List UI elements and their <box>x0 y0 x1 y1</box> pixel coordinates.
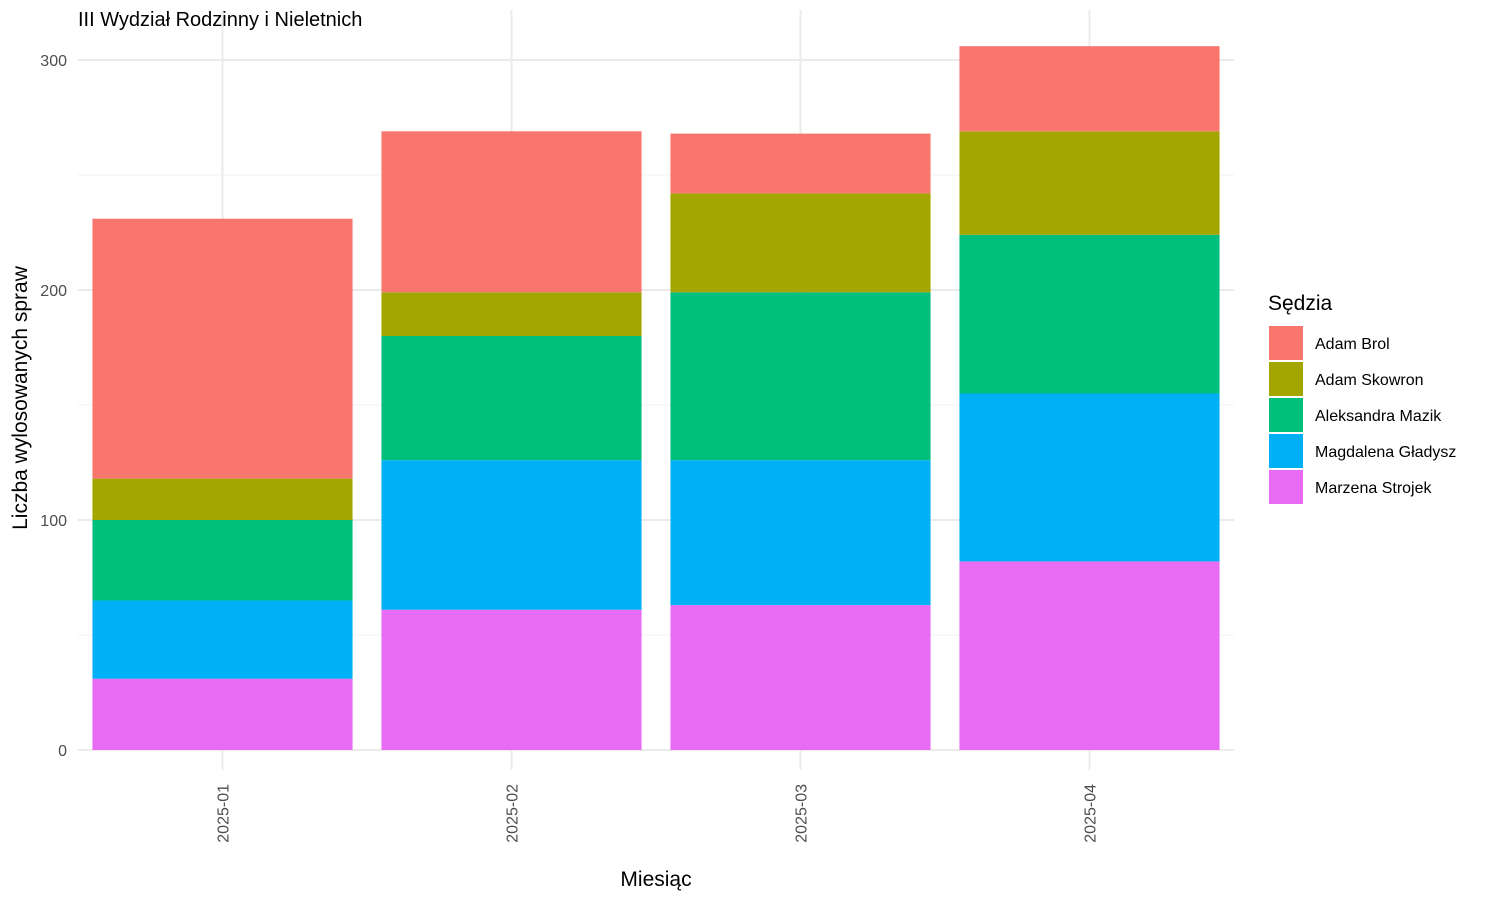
x-axis-ticks: 2025-01 2025-02 2025-03 2025-04 <box>216 784 1100 843</box>
legend-key-aleksandra-mazik <box>1269 398 1303 432</box>
chart-title: III Wydział Rodzinny i Nieletnich <box>78 9 362 31</box>
legend-label-adam-skowron: Adam Skowron <box>1315 372 1424 389</box>
bar-2025-04-adam-skowron <box>959 131 1220 235</box>
bars <box>92 46 1220 750</box>
x-tick-label: 2025-02 <box>505 784 522 843</box>
x-tick-label: 2025-03 <box>794 784 811 843</box>
legend-label-adam-brol: Adam Brol <box>1315 336 1390 353</box>
legend-key-marzena-strojek <box>1269 470 1303 504</box>
legend-title: Sędzia <box>1268 292 1333 315</box>
x-tick-label: 2025-01 <box>216 784 233 843</box>
y-axis-title: Liczba wylosowanych spraw <box>9 265 32 530</box>
bar-2025-04-adam-brol <box>959 46 1220 132</box>
bar-2025-04-marzena-strojek <box>959 561 1220 750</box>
x-tick-label: 2025-04 <box>1083 784 1100 843</box>
legend-label-marzena-strojek: Marzena Strojek <box>1315 480 1432 497</box>
bar-2025-02-adam-brol <box>381 131 642 293</box>
bar-2025-01-adam-skowron <box>92 478 353 520</box>
bar-2025-02-magdalena-gladysz <box>381 460 642 610</box>
bar-2025-01-marzena-strojek <box>92 678 353 750</box>
legend-label-aleksandra-mazik: Aleksandra Mazik <box>1315 408 1442 425</box>
bar-2025-02-marzena-strojek <box>381 609 642 750</box>
bar-2025-02-aleksandra-mazik <box>381 336 642 461</box>
legend-key-magdalena-gladysz <box>1269 434 1303 468</box>
bar-2025-03-marzena-strojek <box>670 605 931 750</box>
bar-2025-01-magdalena-gladysz <box>92 600 353 679</box>
y-tick-label: 300 <box>40 53 67 70</box>
y-tick-label: 200 <box>40 283 67 300</box>
bar-2025-01-aleksandra-mazik <box>92 520 353 601</box>
bar-2025-04-aleksandra-mazik <box>959 234 1220 394</box>
bar-2025-03-aleksandra-mazik <box>670 292 931 461</box>
legend: Sędzia Adam Brol Adam Skowron Aleksandra M… <box>1268 292 1456 504</box>
bar-2025-03-magdalena-gladysz <box>670 460 931 606</box>
x-axis-title: Miesiąc <box>620 868 691 891</box>
y-tick-label: 0 <box>58 743 67 760</box>
bar-2025-02-adam-skowron <box>381 292 642 336</box>
bar-2025-04-magdalena-gladysz <box>959 393 1220 562</box>
y-tick-label: 100 <box>40 513 67 530</box>
legend-key-adam-skowron <box>1269 362 1303 396</box>
bar-2025-03-adam-brol <box>670 133 931 194</box>
y-axis-ticks: 0 100 200 300 <box>40 53 67 760</box>
bar-2025-03-adam-skowron <box>670 193 931 293</box>
bar-2025-01-adam-brol <box>92 218 353 479</box>
legend-label-magdalena-gladysz: Magdalena Gładysz <box>1315 444 1456 461</box>
legend-key-adam-brol <box>1269 326 1303 360</box>
